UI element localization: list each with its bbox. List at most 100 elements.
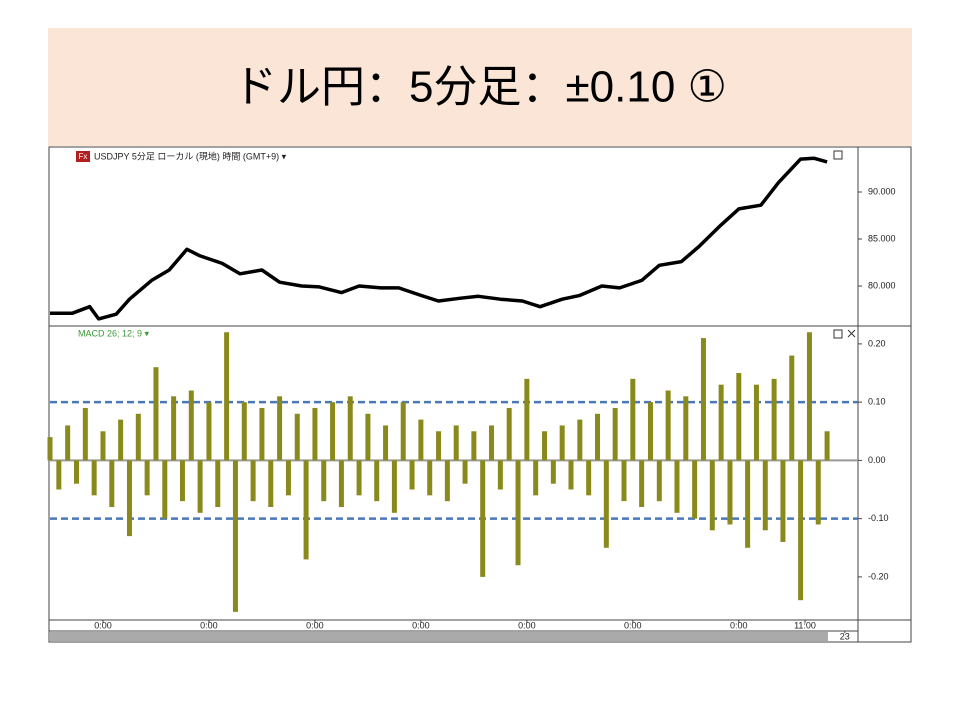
histogram-bar bbox=[285, 460, 291, 496]
histogram-bar bbox=[73, 460, 79, 484]
histogram-bar bbox=[771, 378, 777, 461]
histogram-bar bbox=[559, 425, 565, 461]
fx-icon-label: Fx bbox=[79, 152, 88, 161]
histogram-bar bbox=[409, 460, 415, 490]
window-icon bbox=[833, 329, 843, 339]
histogram-bar bbox=[232, 460, 238, 612]
histogram-bar bbox=[356, 460, 362, 496]
histogram-bar bbox=[824, 431, 830, 461]
histogram-bar bbox=[91, 460, 97, 496]
histogram-bar bbox=[736, 373, 742, 461]
histogram-bar bbox=[709, 460, 715, 531]
title-band bbox=[48, 28, 912, 146]
price-line bbox=[50, 156, 828, 321]
close-icon bbox=[847, 329, 856, 338]
histogram-bar bbox=[109, 460, 115, 507]
histogram-bar bbox=[436, 431, 442, 461]
y-tick-label: 0.20 bbox=[868, 338, 886, 348]
time-strip bbox=[50, 632, 828, 641]
histogram-bar bbox=[135, 413, 141, 461]
x-tick-label: 0:00 bbox=[306, 620, 324, 630]
histogram-bar bbox=[727, 460, 733, 525]
histogram-bar bbox=[312, 407, 318, 461]
histogram-bar bbox=[692, 460, 698, 519]
histogram-bar bbox=[524, 378, 530, 461]
x-tick-label: 0:00 bbox=[200, 620, 218, 630]
histogram-bar bbox=[47, 437, 53, 461]
histogram-bar bbox=[259, 407, 265, 461]
histogram-bar bbox=[780, 460, 786, 542]
histogram-bar bbox=[665, 390, 671, 461]
histogram-bar bbox=[347, 396, 353, 461]
histogram-bar bbox=[718, 384, 724, 461]
histogram-bar bbox=[806, 332, 812, 461]
histogram-bar bbox=[542, 431, 548, 461]
histogram-bar bbox=[789, 355, 795, 461]
x-tick-label: 0:00 bbox=[94, 620, 112, 630]
histogram-bar bbox=[444, 460, 450, 502]
histogram-bar bbox=[321, 460, 327, 502]
y-tick-label: -0.10 bbox=[868, 513, 889, 523]
histogram-bar bbox=[118, 419, 124, 461]
histogram-bar bbox=[338, 460, 344, 507]
histogram-bar bbox=[612, 407, 618, 461]
histogram-bar bbox=[453, 425, 459, 461]
histogram-bar bbox=[383, 425, 389, 461]
histogram-bar bbox=[126, 460, 132, 537]
histogram-bar bbox=[153, 367, 159, 461]
histogram-bar bbox=[294, 413, 300, 461]
macd-legend: MACD 26; 12; 9 ▾ bbox=[78, 328, 150, 338]
x-tick-label: 0:00 bbox=[730, 620, 748, 630]
histogram-bar bbox=[100, 431, 106, 461]
histogram-bar bbox=[179, 460, 185, 502]
y-tick-label: 85.000 bbox=[868, 233, 896, 243]
histogram-bar bbox=[639, 460, 645, 507]
histogram-bar bbox=[162, 460, 168, 519]
histogram-bar bbox=[647, 402, 653, 461]
slide-title: ドル円：5分足：±0.10 ① bbox=[233, 63, 727, 112]
histogram-bar bbox=[330, 402, 336, 461]
histogram-bar bbox=[745, 460, 751, 548]
histogram-bar bbox=[762, 460, 768, 531]
histogram-bar bbox=[550, 460, 556, 484]
histogram-bar bbox=[365, 413, 371, 461]
x-tick-label: 11:00 bbox=[794, 620, 816, 630]
histogram-bar bbox=[506, 407, 512, 461]
histogram-bar bbox=[144, 460, 150, 496]
histogram-bar bbox=[427, 460, 433, 496]
y-tick-label: 80.000 bbox=[868, 280, 896, 290]
histogram-bar bbox=[171, 396, 177, 461]
histogram-bar bbox=[480, 460, 486, 577]
histogram-bar bbox=[656, 460, 662, 502]
histogram-bar bbox=[206, 402, 212, 461]
histogram-bar bbox=[798, 460, 804, 601]
histogram-bar bbox=[277, 396, 283, 461]
histogram-bar bbox=[400, 402, 406, 461]
histogram-bar bbox=[497, 460, 503, 490]
histogram-bar bbox=[621, 460, 627, 502]
histogram-bar bbox=[489, 425, 495, 461]
chart-frame bbox=[48, 146, 912, 643]
histogram-bar bbox=[603, 460, 609, 548]
x-tick-label: 0:00 bbox=[412, 620, 430, 630]
histogram-bar bbox=[188, 390, 194, 461]
histogram-bar bbox=[594, 413, 600, 461]
y-tick-label: 0.00 bbox=[868, 455, 886, 465]
histogram-bar bbox=[462, 460, 468, 484]
y-tick-label: 0.10 bbox=[868, 397, 886, 407]
x-tick-label: 0:00 bbox=[624, 620, 642, 630]
histogram-bar bbox=[224, 332, 230, 461]
histogram-bar bbox=[471, 431, 477, 461]
histogram-bar bbox=[515, 460, 521, 566]
histogram-bar bbox=[577, 419, 583, 461]
histogram-bar bbox=[250, 460, 256, 502]
histogram-bar bbox=[568, 460, 574, 490]
histogram-bar bbox=[374, 460, 380, 502]
x-tick-label: 0:00 bbox=[518, 620, 536, 630]
histogram-bar bbox=[241, 402, 247, 461]
histogram-bar bbox=[303, 460, 309, 560]
fx-icon bbox=[76, 151, 90, 162]
y-tick-label: 90.000 bbox=[868, 186, 896, 196]
